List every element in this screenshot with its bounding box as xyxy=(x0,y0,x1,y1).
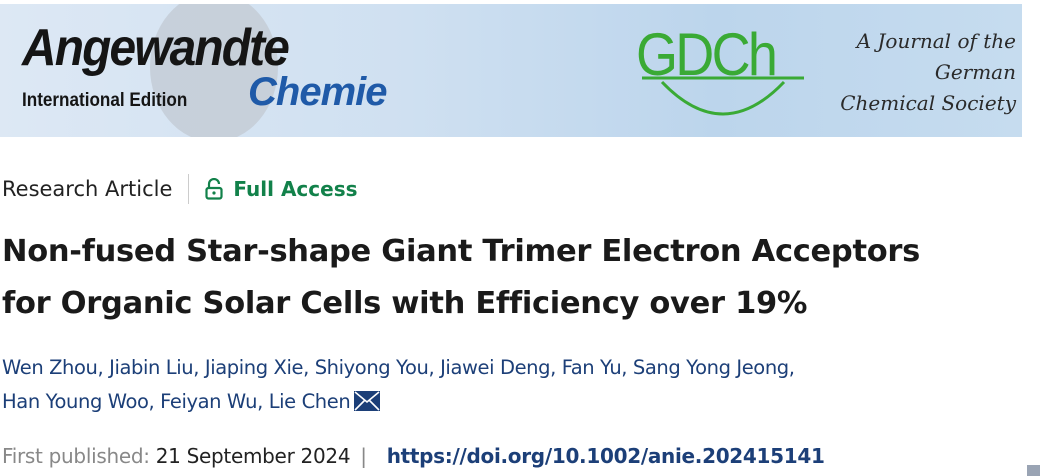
separator: | xyxy=(360,444,367,468)
title-line: for Organic Solar Cells with Efficiency … xyxy=(2,286,808,321)
angewandte-logo-title: Angewandte xyxy=(22,19,290,77)
article-title: Non-fused Star-shape Giant Trimer Electr… xyxy=(2,226,920,330)
tagline-line: German xyxy=(934,60,1016,84)
access-label: Full Access xyxy=(233,177,358,201)
author-link[interactable]: Feiyan Wu xyxy=(160,390,258,413)
article-type: Research Article xyxy=(2,177,173,201)
scroll-to-top-button[interactable] xyxy=(1027,465,1040,476)
tagline-line: Chemical Society xyxy=(840,91,1016,115)
author-link[interactable]: Jiaping Xie xyxy=(204,356,304,379)
logo-circle xyxy=(150,4,278,137)
author-link[interactable]: Jiabin Liu xyxy=(109,356,194,379)
gdch-bowl-icon xyxy=(642,76,804,116)
publication-date: 21 September 2024 xyxy=(155,444,351,468)
article-meta: Research Article Full Access xyxy=(2,174,358,204)
author-link[interactable]: Shiyong You xyxy=(314,356,429,379)
author-list: Wen Zhou, Jiabin Liu, Jiaping Xie, Shiyo… xyxy=(2,356,795,413)
doi-link[interactable]: https://doi.org/10.1002/anie.202415141 xyxy=(386,444,825,468)
journal-banner[interactable]: Angewandte International Edition Chemie … xyxy=(0,4,1022,137)
envelope-icon[interactable] xyxy=(354,391,381,411)
society-tagline: A Journal of the German Chemical Society xyxy=(840,26,1016,119)
author-link[interactable]: Jiawei Deng xyxy=(440,356,551,379)
title-line: Non-fused Star-shape Giant Trimer Electr… xyxy=(2,234,920,269)
author-link[interactable]: Han Young Woo xyxy=(2,390,149,413)
author-link[interactable]: Lie Chen xyxy=(268,390,351,413)
full-access-badge[interactable]: Full Access xyxy=(205,177,358,201)
international-edition-label: International Edition xyxy=(22,90,188,111)
divider xyxy=(188,174,190,204)
first-published-label: First published: xyxy=(2,444,150,468)
author-link[interactable]: Wen Zhou xyxy=(2,356,98,379)
publication-info: First published: 21 September 2024 | https… xyxy=(2,444,825,468)
chemie-logo-text: Chemie xyxy=(248,70,387,114)
unlocked-padlock-icon xyxy=(205,178,223,200)
tagline-line: A Journal of the xyxy=(856,29,1016,53)
author-link[interactable]: Sang Yong Jeong xyxy=(632,356,789,379)
author-link[interactable]: Fan Yu xyxy=(561,356,622,379)
